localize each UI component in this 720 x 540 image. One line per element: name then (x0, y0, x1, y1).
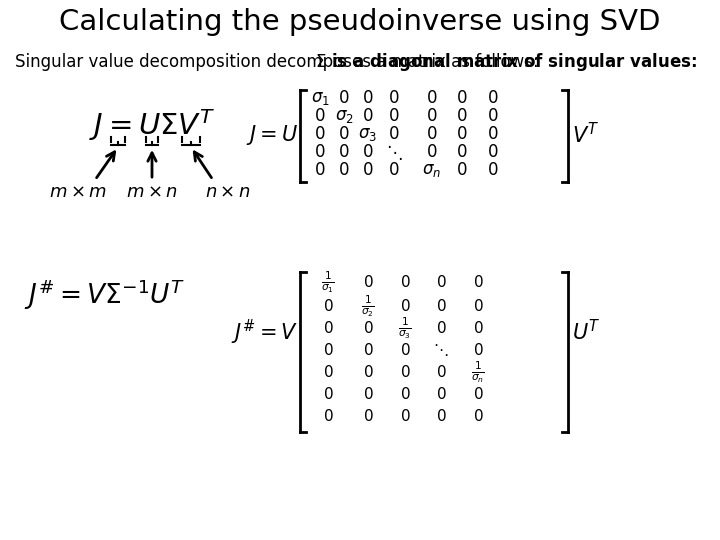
Text: $\frac{1}{\sigma_2}$: $\frac{1}{\sigma_2}$ (361, 293, 375, 319)
Text: $V^T$: $V^T$ (572, 123, 600, 147)
Text: $0$: $0$ (400, 386, 410, 402)
Text: $\ddots$: $\ddots$ (386, 143, 402, 161)
Text: $0$: $0$ (473, 320, 483, 336)
Text: $0$: $0$ (323, 320, 333, 336)
Text: $0$: $0$ (314, 161, 325, 179)
Text: $0$: $0$ (362, 161, 374, 179)
Text: $0$: $0$ (362, 89, 374, 107)
Text: $\Sigma$ is a diagonal matrix of singular values:: $\Sigma$ is a diagonal matrix of singula… (315, 51, 697, 73)
Text: $\sigma_3$: $\sigma_3$ (359, 125, 377, 143)
Text: $0$: $0$ (473, 274, 483, 290)
Text: $\frac{1}{\sigma_n}$: $\frac{1}{\sigma_n}$ (471, 359, 485, 384)
Text: $m \times n$: $m \times n$ (126, 183, 178, 201)
Text: $0$: $0$ (338, 125, 350, 143)
Text: $0$: $0$ (323, 342, 333, 358)
Text: $0$: $0$ (400, 408, 410, 424)
Text: $0$: $0$ (363, 274, 373, 290)
Text: $0$: $0$ (456, 161, 468, 179)
Text: $0$: $0$ (456, 125, 468, 143)
Text: $0$: $0$ (487, 143, 499, 161)
Text: $\sigma_2$: $\sigma_2$ (335, 107, 354, 125)
Text: $0$: $0$ (388, 125, 400, 143)
Text: $0$: $0$ (363, 320, 373, 336)
Text: $U^T$: $U^T$ (572, 319, 600, 345)
Text: $\sigma_1$: $\sigma_1$ (310, 89, 330, 107)
Text: $0$: $0$ (487, 125, 499, 143)
Text: $0$: $0$ (388, 107, 400, 125)
Text: $0$: $0$ (362, 107, 374, 125)
Text: $0$: $0$ (388, 161, 400, 179)
Text: $J^\# = V\Sigma^{-1}U^T$: $J^\# = V\Sigma^{-1}U^T$ (24, 278, 186, 312)
Text: $0$: $0$ (473, 298, 483, 314)
Text: $0$: $0$ (363, 364, 373, 380)
Text: $0$: $0$ (400, 364, 410, 380)
Text: $0$: $0$ (338, 89, 350, 107)
Text: $0$: $0$ (323, 298, 333, 314)
Text: $n \times n$: $n \times n$ (205, 183, 251, 201)
Text: $0$: $0$ (426, 107, 438, 125)
Text: $0$: $0$ (314, 125, 325, 143)
Text: $0$: $0$ (487, 161, 499, 179)
Text: $0$: $0$ (436, 386, 446, 402)
Text: $0$: $0$ (473, 342, 483, 358)
Text: $0$: $0$ (456, 107, 468, 125)
Text: Singular value decomposition decomposes a matrix as follows:: Singular value decomposition decomposes … (15, 53, 539, 71)
Text: $0$: $0$ (314, 107, 325, 125)
Text: $0$: $0$ (456, 89, 468, 107)
Text: $\sigma_n$: $\sigma_n$ (423, 161, 441, 179)
Text: $0$: $0$ (363, 342, 373, 358)
Text: $0$: $0$ (487, 107, 499, 125)
Text: $\ddots$: $\ddots$ (433, 342, 449, 358)
Text: $0$: $0$ (363, 408, 373, 424)
Text: $0$: $0$ (338, 161, 350, 179)
Text: $J = U$: $J = U$ (246, 123, 298, 147)
Text: Calculating the pseudoinverse using SVD: Calculating the pseudoinverse using SVD (59, 8, 661, 36)
Text: $0$: $0$ (436, 364, 446, 380)
Text: $m \times m$: $m \times m$ (49, 183, 107, 201)
Text: $0$: $0$ (338, 143, 350, 161)
Text: $0$: $0$ (388, 89, 400, 107)
Text: $0$: $0$ (400, 274, 410, 290)
Text: $0$: $0$ (473, 408, 483, 424)
Text: $J = U\Sigma V^T$: $J = U\Sigma V^T$ (89, 107, 215, 143)
Text: $0$: $0$ (436, 298, 446, 314)
Text: $0$: $0$ (487, 89, 499, 107)
Text: $0$: $0$ (363, 386, 373, 402)
Text: $0$: $0$ (323, 364, 333, 380)
Text: $0$: $0$ (473, 386, 483, 402)
Text: $0$: $0$ (400, 342, 410, 358)
Text: $0$: $0$ (323, 408, 333, 424)
Text: $\frac{1}{\sigma_3}$: $\frac{1}{\sigma_3}$ (398, 315, 412, 341)
Text: $0$: $0$ (426, 125, 438, 143)
Text: $0$: $0$ (426, 143, 438, 161)
Text: $0$: $0$ (436, 274, 446, 290)
Text: $0$: $0$ (400, 298, 410, 314)
Text: $0$: $0$ (436, 408, 446, 424)
Text: $0$: $0$ (426, 89, 438, 107)
Text: $J^\# = V$: $J^\# = V$ (231, 318, 298, 347)
Text: $0$: $0$ (362, 143, 374, 161)
Text: $0$: $0$ (314, 143, 325, 161)
Text: $0$: $0$ (436, 320, 446, 336)
Text: $0$: $0$ (456, 143, 468, 161)
Text: $\frac{1}{\sigma_1}$: $\frac{1}{\sigma_1}$ (321, 269, 335, 295)
Text: $0$: $0$ (323, 386, 333, 402)
